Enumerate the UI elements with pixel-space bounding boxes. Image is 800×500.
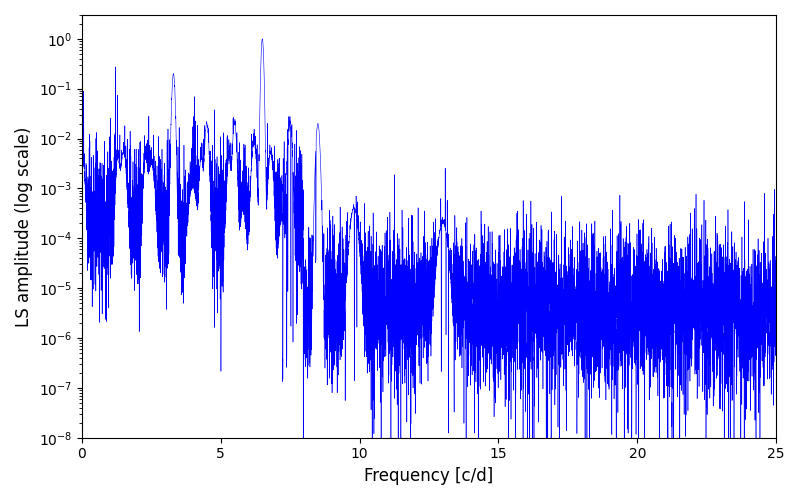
Y-axis label: LS amplitude (log scale): LS amplitude (log scale) [15,126,33,326]
X-axis label: Frequency [c/d]: Frequency [c/d] [364,467,494,485]
